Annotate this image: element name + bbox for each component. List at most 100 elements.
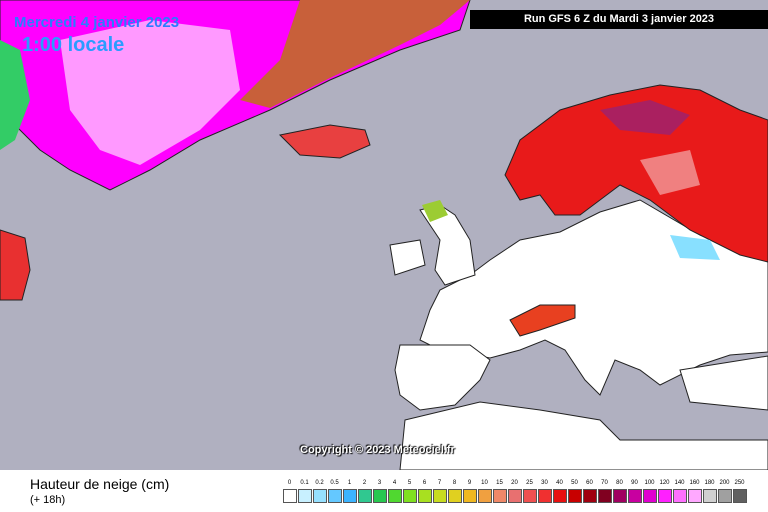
legend-label: 3 (377, 480, 382, 486)
legend-label: 6 (422, 480, 427, 486)
legend-label: 0 (287, 480, 292, 486)
legend-swatch (357, 489, 372, 503)
legend-swatch (702, 489, 717, 503)
legend-label: 70 (601, 480, 608, 486)
legend-item: 90 (627, 478, 642, 503)
legend-swatch (732, 489, 747, 503)
legend-item: 30 (537, 478, 552, 503)
legend-swatch (417, 489, 432, 503)
legend-item: 100 (642, 478, 657, 503)
legend-item: 160 (687, 478, 702, 503)
legend-title: Hauteur de neige (cm) (30, 476, 170, 492)
legend-label: 30 (541, 480, 548, 486)
iberia (394, 344, 491, 411)
legend-label: 40 (556, 480, 563, 486)
legend-item: 50 (567, 478, 582, 503)
legend-item: 250 (732, 478, 747, 503)
scotland-snow (422, 200, 448, 222)
legend-label: 90 (631, 480, 638, 486)
legend-label: 20 (511, 480, 518, 486)
legend: 0 0.1 0.2 0.5 1 2 3 4 5 6 7 8 9 10 15 20 25 30 40 50 60 70 80 9… (282, 478, 747, 503)
legend-swatch (282, 489, 297, 503)
legend-label: 5 (407, 480, 412, 486)
legend-label: 1 (347, 480, 352, 486)
legend-item: 60 (582, 478, 597, 503)
legend-swatch (402, 489, 417, 503)
legend-swatch (342, 489, 357, 503)
legend-swatch (477, 489, 492, 503)
legend-swatch (537, 489, 552, 503)
legend-swatch (372, 489, 387, 503)
legend-item: 1 (342, 478, 357, 503)
legend-item: 5 (402, 478, 417, 503)
legend-item: 10 (477, 478, 492, 503)
legend-label: 50 (571, 480, 578, 486)
run-info: Run GFS 6 Z du Mardi 3 janvier 2023 (470, 10, 768, 29)
legend-label: 180 (704, 480, 715, 486)
legend-item: 0.5 (327, 478, 342, 503)
legend-label: 80 (616, 480, 623, 486)
legend-item: 0.1 (297, 478, 312, 503)
hour: 1:00 locale (22, 34, 125, 56)
legend-swatch (582, 489, 597, 503)
legend-item: 0.2 (312, 478, 327, 503)
baltic-snow (670, 235, 720, 260)
legend-swatch (312, 489, 327, 503)
legend-label: 60 (586, 480, 593, 486)
legend-label: 2 (362, 480, 367, 486)
legend-swatch (597, 489, 612, 503)
legend-swatch (717, 489, 732, 503)
legend-item: 80 (612, 478, 627, 503)
north-africa (399, 401, 768, 470)
legend-swatch (672, 489, 687, 503)
legend-item: 70 (597, 478, 612, 503)
legend-item: 20 (507, 478, 522, 503)
legend-item: 8 (447, 478, 462, 503)
legend-label: 15 (496, 480, 503, 486)
legend-label: 10 (481, 480, 488, 486)
legend-item: 140 (672, 478, 687, 503)
legend-item: 15 (492, 478, 507, 503)
legend-label: 0.2 (315, 480, 324, 486)
legend-label: 120 (659, 480, 670, 486)
legend-item: 120 (657, 478, 672, 503)
legend-swatch (492, 489, 507, 503)
legend-swatch (462, 489, 477, 503)
legend-label: 160 (689, 480, 700, 486)
legend-swatch (627, 489, 642, 503)
legend-label: 8 (452, 480, 457, 486)
legend-swatch (567, 489, 582, 503)
legend-swatch (552, 489, 567, 503)
legend-swatch (327, 489, 342, 503)
legend-swatch (642, 489, 657, 503)
date: Mercredi 4 janvier 2023 (14, 14, 180, 31)
legend-label: 0.1 (300, 480, 309, 486)
legend-swatch (657, 489, 672, 503)
legend-swatch (447, 489, 462, 503)
legend-swatch (507, 489, 522, 503)
turkey (679, 355, 768, 411)
legend-label: 140 (674, 480, 685, 486)
legend-swatch (297, 489, 312, 503)
great-britain (419, 204, 476, 286)
legend-label: 7 (437, 480, 442, 486)
copyright: Copyright © 2023 Meteociel.fr (300, 444, 455, 456)
map (0, 0, 768, 470)
lapland (600, 100, 690, 135)
legend-swatch (432, 489, 447, 503)
iceland (278, 124, 371, 159)
legend-item: 4 (387, 478, 402, 503)
legend-label: 9 (467, 480, 472, 486)
legend-item: 7 (432, 478, 447, 503)
legend-label: 100 (644, 480, 655, 486)
legend-swatch (387, 489, 402, 503)
legend-item: 9 (462, 478, 477, 503)
legend-label: 25 (526, 480, 533, 486)
legend-item: 2 (357, 478, 372, 503)
legend-label: 200 (719, 480, 730, 486)
greenland-core (60, 20, 240, 165)
greenland-west (0, 40, 30, 150)
legend-item: 180 (702, 478, 717, 503)
legend-swatch (687, 489, 702, 503)
